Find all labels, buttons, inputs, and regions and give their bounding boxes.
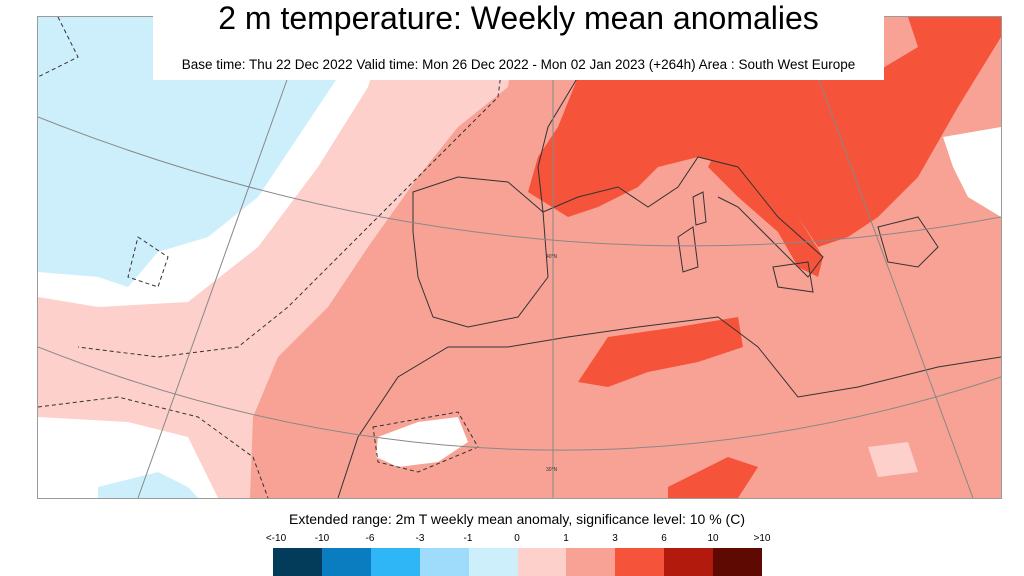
map-title: 2 m temperature: Weekly mean anomalies [218, 0, 819, 36]
legend-tick: >10 [753, 533, 771, 544]
anomaly-field-neutral-aegean [943, 127, 1001, 217]
legend-caption: Extended range: 2m T weekly mean anomaly… [288, 511, 745, 527]
legend-swatch [273, 548, 322, 576]
coastlines [337, 76, 1001, 498]
legend-swatch [566, 548, 616, 576]
anomaly-field-1-to-3-sahara [868, 442, 918, 477]
legend-tick: -6 [365, 533, 375, 544]
legend-tick: -1 [463, 533, 473, 544]
anomaly-field-3-to-6-algeria [578, 317, 743, 387]
legend-swatch [517, 548, 567, 576]
anomaly-field-neutral-atlas [376, 417, 468, 467]
legend-tick: 1 [563, 533, 569, 544]
legend-swatch [370, 548, 420, 576]
anomaly-map: 40°N 30°N [38, 17, 1001, 498]
anomaly-field-neutral-south [38, 417, 218, 498]
map-subtitle: Base time: Thu 22 Dec 2022 Valid time: M… [181, 57, 856, 72]
anomaly-field-cold-nw [38, 17, 348, 287]
legend-swatch [419, 548, 469, 576]
legend-ticks: <-10 -10 -6 -3 -1 0 1 3 6 10 >10 [252, 533, 782, 545]
legend-tick: 0 [514, 533, 520, 544]
legend-swatch [664, 548, 714, 576]
legend-swatch [713, 548, 763, 576]
legend-swatch [321, 548, 371, 576]
legend-tick: 10 [707, 533, 719, 544]
anomaly-field-3-to-6-sahara [668, 457, 758, 498]
legend-tick: -10 [314, 533, 330, 544]
legend-tick: 3 [612, 533, 618, 544]
legend-swatch [468, 548, 518, 576]
legend-tick: 6 [661, 533, 667, 544]
lat-label-40: 40°N [546, 254, 558, 260]
significance-contours [38, 17, 509, 498]
graticule [38, 76, 1001, 498]
legend-colorbar [273, 548, 763, 576]
legend-tick: -3 [415, 533, 425, 544]
anomaly-field-cold-sw [98, 472, 198, 498]
anomaly-field-3-to-6-italy [708, 147, 823, 277]
lat-label-30: 30°N [546, 467, 558, 473]
legend-swatch [615, 548, 665, 576]
legend-tick: <-10 [265, 533, 287, 544]
map-panel: 40°N 30°N [37, 16, 1002, 499]
title-box: 2 m temperature: Weekly mean anomalies B… [153, 0, 884, 80]
